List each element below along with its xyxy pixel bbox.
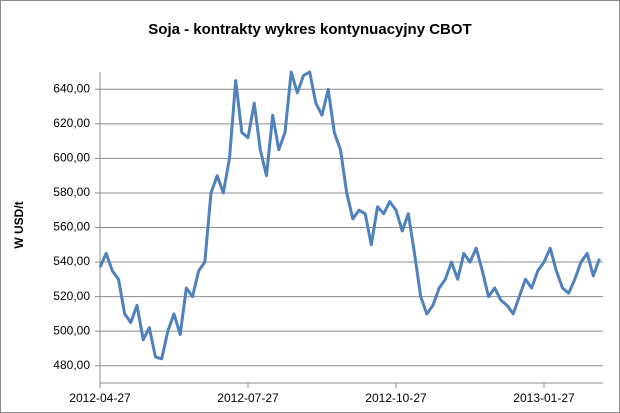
y-tick-label: 480,00 [53, 358, 90, 372]
y-tick-label: 540,00 [53, 254, 90, 268]
x-tick-label: 2012-10-27 [365, 391, 427, 405]
y-tick-label: 640,00 [53, 81, 90, 95]
y-tick-label: 560,00 [53, 220, 90, 234]
y-axis-label: W USD/t [12, 201, 26, 248]
price-line [98, 70, 601, 361]
y-tick-label: 620,00 [53, 116, 90, 130]
chart-title: Soja - kontrakty wykres kontynuacyjny CB… [148, 21, 471, 38]
x-tick-label: 2013-01-27 [513, 391, 575, 405]
y-tick-label: 600,00 [53, 151, 90, 165]
y-tick-label: 520,00 [53, 289, 90, 303]
y-tick-label: 580,00 [53, 185, 90, 199]
x-tick-label: 2012-07-27 [217, 391, 279, 405]
x-tick-label: 2012-04-27 [69, 391, 131, 405]
y-tick-label: 500,00 [53, 323, 90, 337]
